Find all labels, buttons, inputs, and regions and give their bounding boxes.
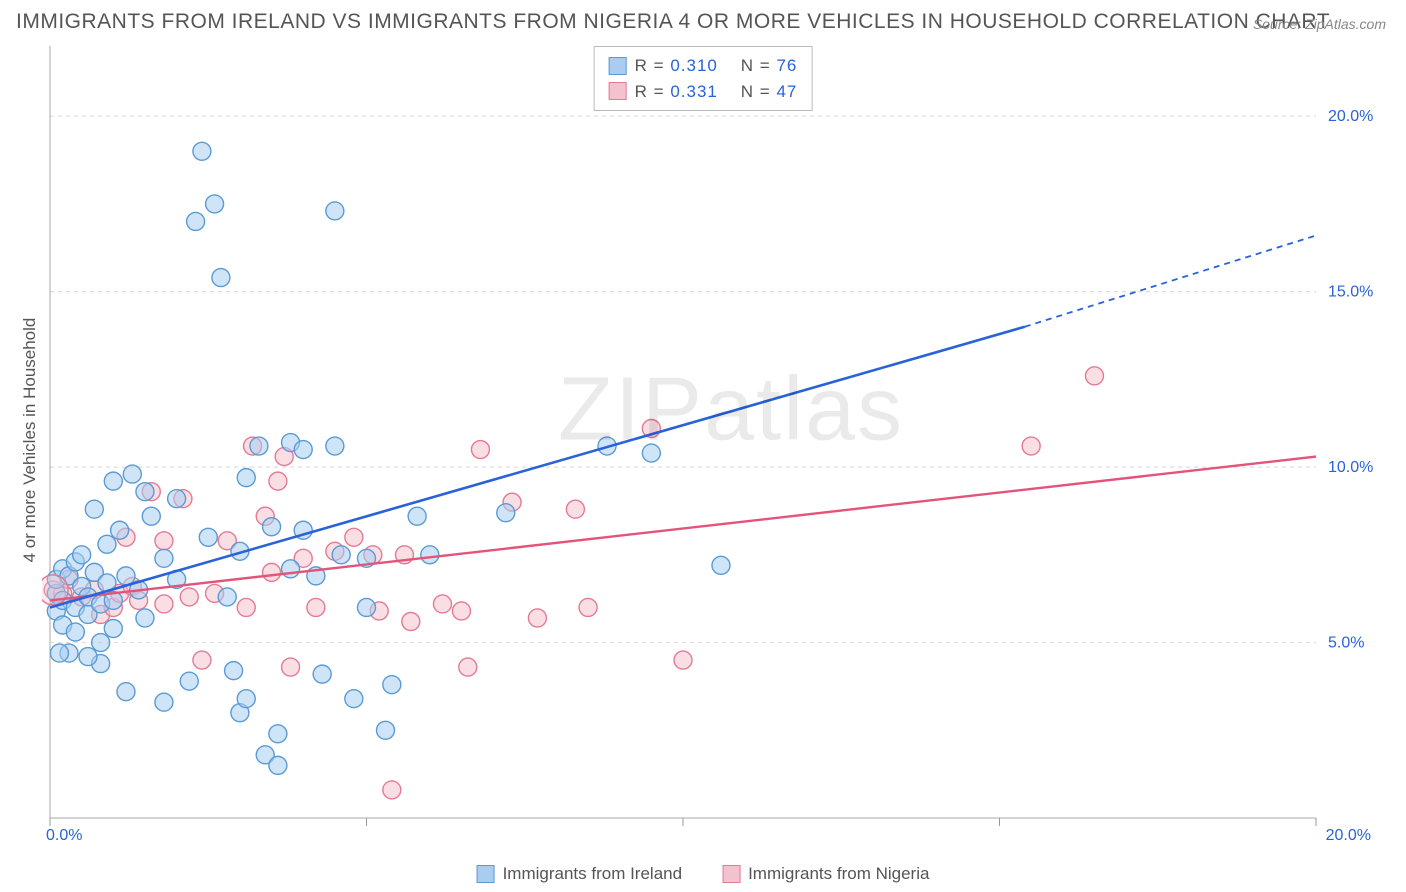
svg-text:0.0%: 0.0%: [46, 827, 82, 842]
chart-title: IMMIGRANTS FROM IRELAND VS IMMIGRANTS FR…: [16, 10, 1330, 34]
svg-text:15.0%: 15.0%: [1328, 284, 1373, 301]
svg-text:10.0%: 10.0%: [1328, 459, 1373, 476]
legend-item-nigeria: Immigrants from Nigeria: [722, 864, 929, 884]
n-label: N =: [741, 82, 771, 101]
legend-label-ireland: Immigrants from Ireland: [503, 864, 683, 884]
r-label: R =: [635, 56, 665, 75]
bottom-legend: Immigrants from Ireland Immigrants from …: [477, 864, 930, 884]
correlation-legend: R = 0.310 N = 76 R = 0.331 N = 47: [594, 46, 813, 111]
y-axis-title: 4 or more Vehicles in Household: [20, 290, 40, 590]
scatter-plot: 5.0% 10.0% 15.0% 20.0% 0.0% 20.0%: [42, 42, 1386, 842]
chart-container: 5.0% 10.0% 15.0% 20.0% 0.0% 20.0%: [42, 42, 1386, 842]
legend-row-ireland: R = 0.310 N = 76: [609, 53, 798, 79]
r-value-ireland: 0.310: [670, 56, 718, 75]
legend-item-ireland: Immigrants from Ireland: [477, 864, 683, 884]
r-label: R =: [635, 82, 665, 101]
legend-row-nigeria: R = 0.331 N = 47: [609, 79, 798, 105]
r-value-nigeria: 0.331: [670, 82, 718, 101]
source-label: Source: ZipAtlas.com: [1253, 16, 1386, 32]
svg-text:20.0%: 20.0%: [1328, 108, 1373, 125]
n-label: N =: [741, 56, 771, 75]
swatch-nigeria-bottom: [722, 865, 740, 883]
n-value-ireland: 76: [776, 56, 797, 75]
legend-label-nigeria: Immigrants from Nigeria: [748, 864, 929, 884]
n-value-nigeria: 47: [776, 82, 797, 101]
swatch-ireland-bottom: [477, 865, 495, 883]
svg-text:5.0%: 5.0%: [1328, 635, 1364, 652]
swatch-ireland: [609, 57, 627, 75]
svg-text:20.0%: 20.0%: [1326, 827, 1371, 842]
swatch-nigeria: [609, 82, 627, 100]
